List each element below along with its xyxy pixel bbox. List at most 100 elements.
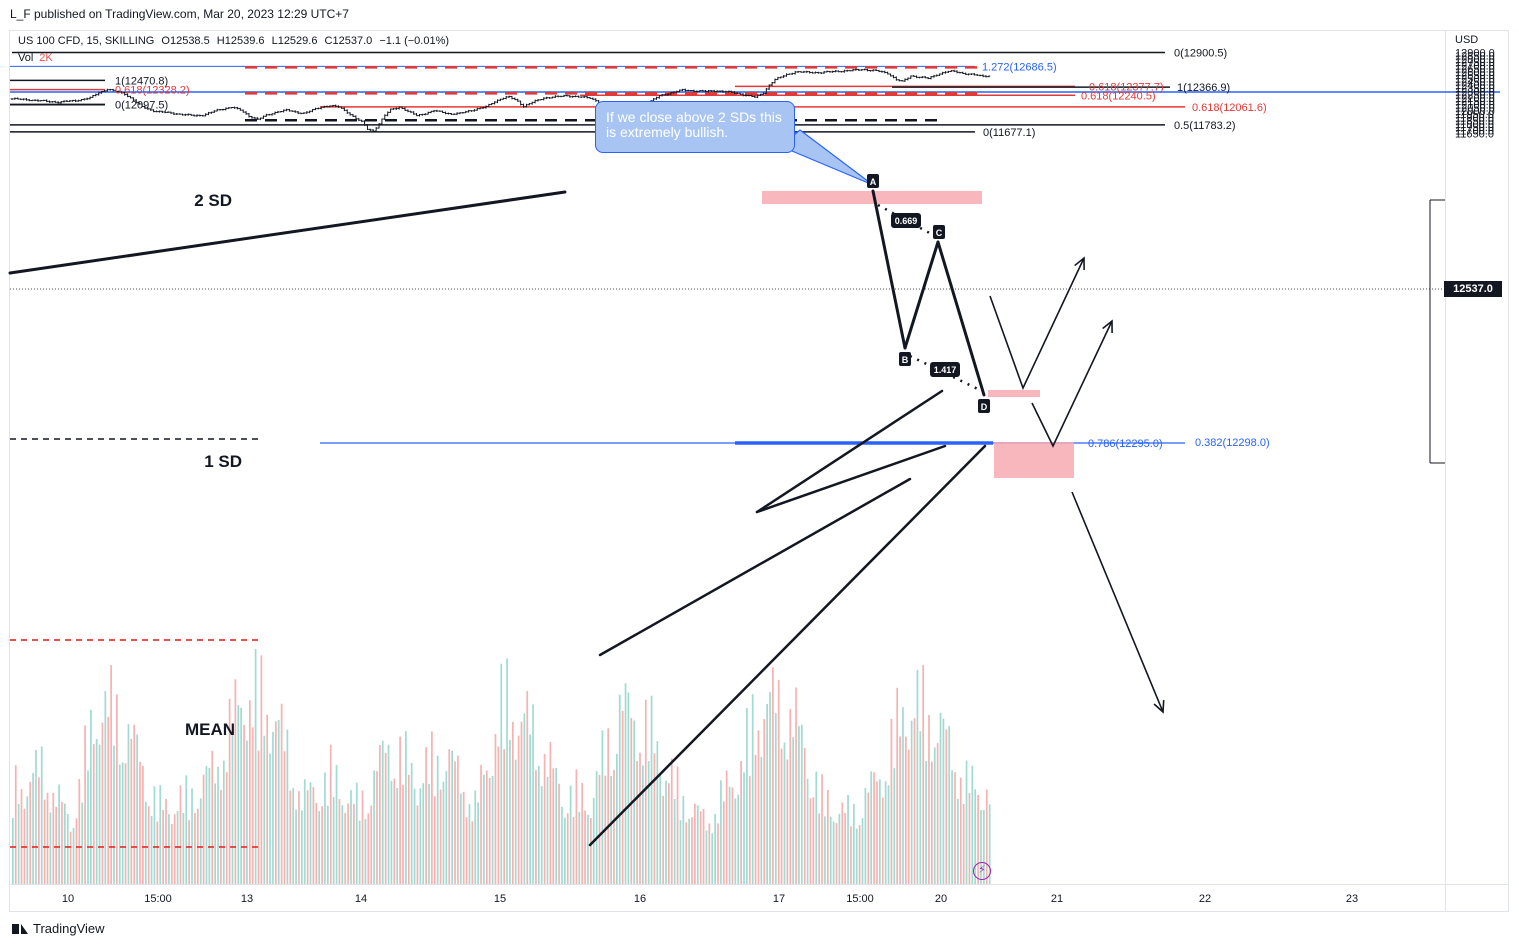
volume-bar xyxy=(639,752,641,884)
volume-bar xyxy=(867,792,870,884)
volume-bar xyxy=(428,783,430,884)
symbol-legend[interactable]: US 100 CFD, 15, SKILLING O12538.5 H12539… xyxy=(18,35,453,47)
fib-label: 0.618(12240.5) xyxy=(1081,90,1156,102)
volume-bar xyxy=(231,732,234,884)
volume-bar xyxy=(257,750,260,884)
volume-bar xyxy=(416,805,419,884)
volume-bar xyxy=(393,778,396,884)
volume-bar xyxy=(344,813,347,884)
volume-bar xyxy=(194,813,196,884)
x-tick-label: 13 xyxy=(241,893,253,905)
volume-bar xyxy=(277,720,280,884)
volume-bar xyxy=(266,714,269,884)
volume-bar xyxy=(760,756,763,884)
volume-bar xyxy=(471,821,474,884)
volume-bar xyxy=(503,749,505,884)
y-tick-label: 12850.0 xyxy=(1455,51,1495,63)
volume-bar xyxy=(185,775,188,884)
callout-note[interactable]: If we close above 2 SDs this is extremel… xyxy=(595,101,795,153)
volume-bar xyxy=(954,772,956,884)
volume-bar xyxy=(601,730,604,884)
volume-bar xyxy=(494,733,497,884)
volume-bar xyxy=(399,736,401,884)
volume-bar xyxy=(769,692,771,884)
demand-zone xyxy=(994,442,1074,478)
volume-bar xyxy=(142,766,144,884)
volume-bar xyxy=(919,731,922,884)
y-tick-label: 12800.0 xyxy=(1455,54,1495,66)
volume-bar xyxy=(506,658,508,884)
volume-bar xyxy=(136,734,138,884)
volume-bar xyxy=(234,679,237,884)
volume-bar xyxy=(852,803,855,884)
volume-bar xyxy=(445,771,448,884)
volume-bar xyxy=(587,814,589,884)
volume-bar xyxy=(130,738,133,884)
volume-bar xyxy=(766,704,768,884)
volume-bar xyxy=(916,669,919,884)
volume-bar xyxy=(714,813,716,884)
tradingview-footer[interactable]: TradingView xyxy=(12,921,105,936)
ohlc-change: −1.1 (−0.01%) xyxy=(379,35,450,47)
volume-bar xyxy=(14,765,17,884)
x-tick-label: 10 xyxy=(62,893,74,905)
volume-bar xyxy=(630,718,633,884)
volume-legend[interactable]: Vol 2K xyxy=(18,52,53,64)
volume-bar xyxy=(324,772,326,884)
volume-bar xyxy=(988,804,991,884)
volume-bar xyxy=(543,753,546,884)
volume-bar xyxy=(610,775,612,884)
volume-bar xyxy=(627,692,630,884)
volume-bar xyxy=(653,753,656,884)
lightning-icon[interactable]: ⚡ xyxy=(973,862,991,880)
volume-bar xyxy=(746,707,748,884)
volume-bar xyxy=(965,760,968,884)
volume-bar xyxy=(633,720,636,884)
volume-bar xyxy=(116,694,118,884)
y-tick-label: 11850.0 xyxy=(1455,116,1494,128)
volume-bar xyxy=(561,806,563,884)
volume-bar xyxy=(121,762,124,884)
projection-arrow-head xyxy=(1153,699,1165,714)
volume-bar xyxy=(332,797,335,884)
volume-bar xyxy=(670,758,673,884)
axes: 12900.012850.012800.012750.012700.012650… xyxy=(62,48,1495,906)
y-tick-label: 12650.0 xyxy=(1455,64,1495,76)
volume-bar xyxy=(260,655,263,884)
volume-bar xyxy=(153,786,156,884)
volume-bar xyxy=(46,792,49,884)
volume-bar xyxy=(462,791,465,884)
volume-bar xyxy=(454,761,456,884)
volume-bar xyxy=(887,785,890,884)
volume-bar xyxy=(858,825,861,884)
volume-bar xyxy=(699,811,702,884)
volume-bar xyxy=(263,735,266,884)
fib-label: 1(12366.9) xyxy=(1177,82,1230,94)
volume-bar xyxy=(708,823,711,884)
ratio-bc-label: 0.669 xyxy=(895,216,918,226)
volume-bar xyxy=(303,779,306,884)
y-tick-label: 11800.0 xyxy=(1455,119,1494,131)
volume-bar xyxy=(803,748,806,884)
x-tick-label: 16 xyxy=(634,893,646,905)
volume-bar xyxy=(873,772,875,884)
point-b-badge: B xyxy=(899,352,911,366)
volume-bar xyxy=(124,763,127,884)
volume-bar xyxy=(78,778,81,884)
volume-bar xyxy=(685,822,688,884)
volume-bar xyxy=(902,707,904,884)
volume-bar xyxy=(740,761,742,884)
volume-bar xyxy=(81,802,84,884)
volume-bar xyxy=(168,814,170,884)
volume-bar xyxy=(751,694,754,884)
volume-bar xyxy=(743,772,745,884)
volume-bar xyxy=(798,726,800,884)
volume-bar xyxy=(549,742,552,884)
x-tick-label: 21 xyxy=(1051,893,1063,905)
volume-bar xyxy=(286,729,289,884)
y-tick-label: 11750.0 xyxy=(1455,122,1494,134)
ratio-bc: 0.669 xyxy=(891,213,921,228)
y-tick-label: 11950.0 xyxy=(1455,109,1494,121)
volume-bar xyxy=(301,810,303,884)
